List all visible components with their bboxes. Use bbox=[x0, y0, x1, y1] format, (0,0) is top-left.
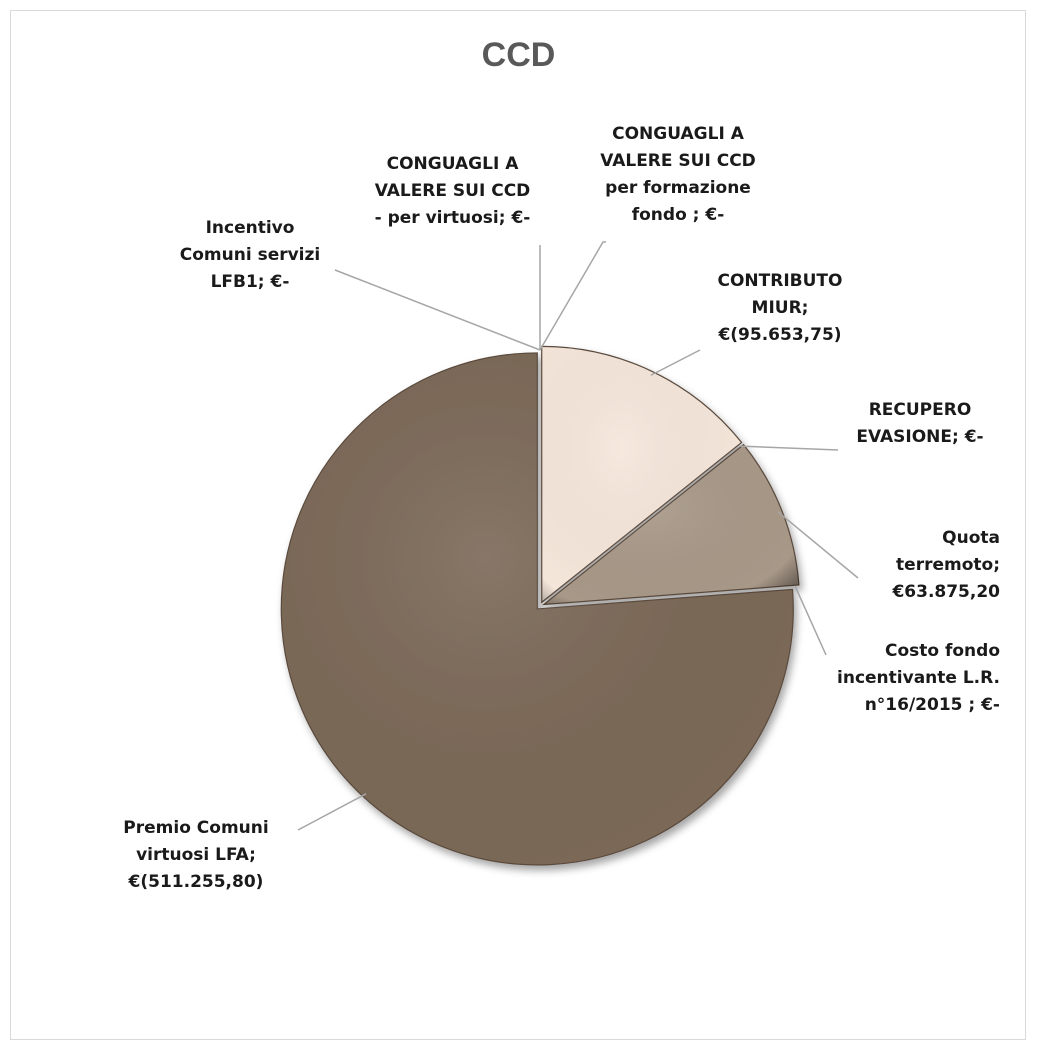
label-incentivo-comuni: Incentivo Comuni servizi LFB1; €- bbox=[179, 218, 321, 292]
leader-line-6 bbox=[334, 269, 541, 351]
label-premio-comuni: Premio Comuni virtuosi LFA; €(511.255,80… bbox=[123, 818, 269, 892]
chart-title: CCD bbox=[481, 36, 556, 74]
label-contributo-miur: CONTRIBUTO MIUR; €(95.653,75) bbox=[717, 271, 843, 345]
leader-line-0 bbox=[539, 241, 606, 351]
label-quota-terremoto: Quota terremoto; €63.875,20 bbox=[892, 528, 1000, 602]
leader-line-3 bbox=[777, 511, 859, 579]
label-conguagli-formazione: CONGUAGLI A VALERE SUI CCD per formazion… bbox=[600, 124, 756, 225]
pie-slice-shade-3 bbox=[543, 444, 799, 605]
label-costo-fondo: Costo fondo incentivante L.R. n°16/2015 … bbox=[837, 641, 1000, 715]
leader-line-4 bbox=[794, 586, 827, 656]
label-conguagli-virtuosi: CONGUAGLI A VALERE SUI CCD - per virtuos… bbox=[374, 154, 531, 228]
pie-slice-shade-5 bbox=[281, 352, 794, 865]
label-recupero-evasione: RECUPERO EVASIONE; €- bbox=[856, 400, 984, 447]
leader-line-5 bbox=[297, 793, 367, 831]
leader-line-2 bbox=[739, 445, 839, 451]
leader-line-1 bbox=[650, 349, 701, 376]
pie-slice-shade-1 bbox=[541, 346, 742, 603]
